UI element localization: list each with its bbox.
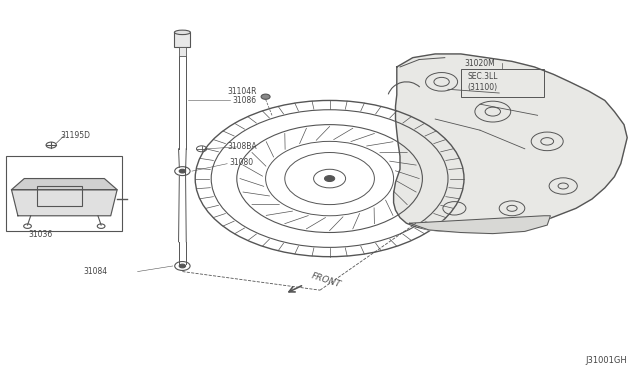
- Polygon shape: [12, 179, 117, 190]
- Text: 31104R: 31104R: [227, 87, 257, 96]
- Text: 31020M: 31020M: [464, 59, 495, 68]
- Polygon shape: [410, 216, 550, 234]
- Text: (31100): (31100): [467, 83, 497, 92]
- Bar: [37, 186, 82, 206]
- Text: 31080: 31080: [229, 158, 253, 167]
- Polygon shape: [12, 190, 117, 216]
- Bar: [174, 32, 191, 46]
- Text: FRONT: FRONT: [310, 272, 342, 290]
- Circle shape: [179, 169, 186, 173]
- Bar: [179, 46, 186, 56]
- Circle shape: [179, 264, 186, 268]
- Ellipse shape: [174, 30, 191, 35]
- Bar: [6, 156, 122, 231]
- Polygon shape: [394, 54, 627, 231]
- Text: 31195D: 31195D: [61, 131, 91, 140]
- Text: J31001GH: J31001GH: [586, 356, 627, 365]
- Text: 3108BA: 3108BA: [227, 142, 257, 151]
- Bar: [461, 69, 544, 97]
- Circle shape: [261, 94, 270, 99]
- Circle shape: [324, 176, 335, 182]
- Text: SEC.3LL: SEC.3LL: [467, 72, 498, 81]
- Text: 31084: 31084: [83, 267, 108, 276]
- Text: 31086: 31086: [232, 96, 257, 105]
- Text: 31036: 31036: [29, 230, 53, 239]
